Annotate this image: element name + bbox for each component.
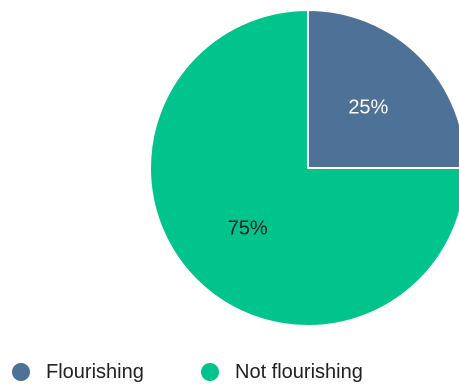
pie-slice-flourishing[interactable]: [307, 9, 459, 169]
pie-slice-not-flourishing[interactable]: [149, 9, 459, 327]
legend-item-not-flourishing[interactable]: Not flourishing: [201, 359, 363, 385]
slice-label-not-flourishing: 75%: [228, 217, 268, 239]
legend-swatch-not-flourishing: [201, 363, 219, 381]
pie-slices: [149, 9, 459, 327]
slice-label-flourishing: 25%: [348, 97, 388, 119]
legend: Flourishing Not flourishing: [0, 359, 459, 385]
legend-swatch-flourishing: [12, 363, 30, 381]
pie-chart: 25% 75%: [149, 9, 459, 327]
slice-labels: 25% 75%: [228, 97, 389, 240]
legend-label-not-flourishing: Not flourishing: [235, 360, 363, 383]
legend-label-flourishing: Flourishing: [46, 360, 144, 383]
legend-item-flourishing[interactable]: Flourishing: [12, 359, 144, 385]
